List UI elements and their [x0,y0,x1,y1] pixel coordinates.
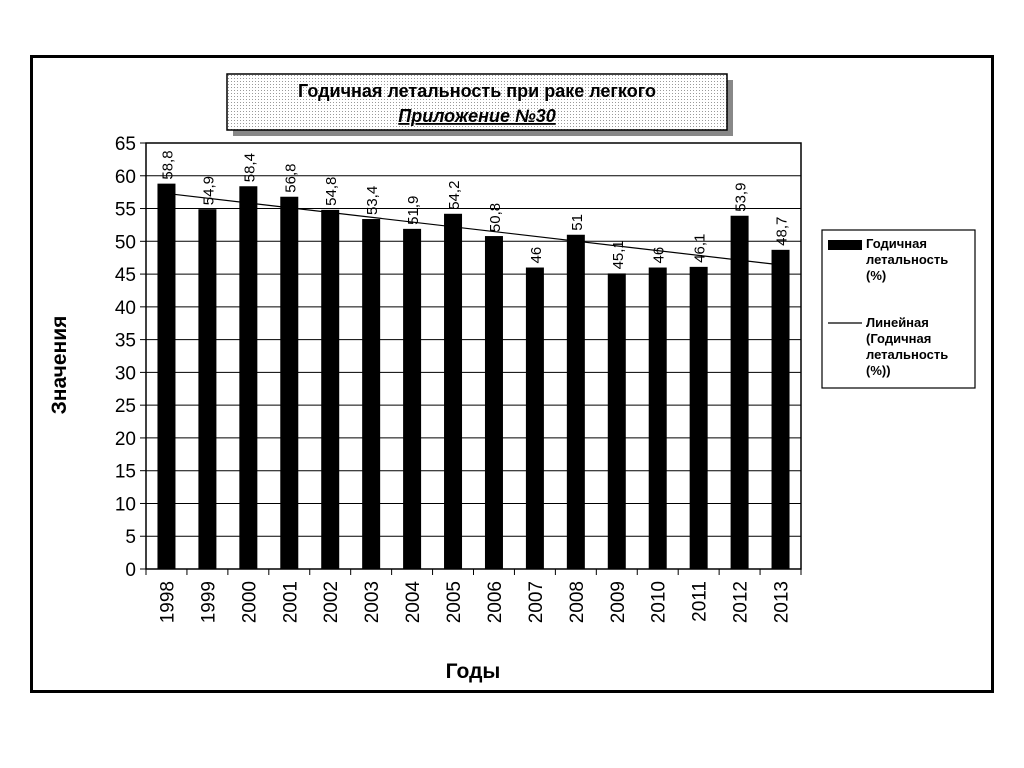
legend-label: летальность [866,347,948,362]
legend-label: (%)) [866,363,891,378]
data-label: 46 [528,247,545,264]
bar [730,215,749,570]
legend-box [821,229,976,389]
y-axis-title: Значения [48,316,71,415]
bar [157,183,176,569]
x-tick-label: 2006 [485,581,506,623]
x-tick-label: 1999 [198,581,219,623]
legend: Годичнаялетальность(%)Линейная(Годичнаял… [821,229,976,389]
y-tick-label: 35 [115,331,136,352]
legend-swatch-bar [828,240,862,250]
bar [239,186,258,570]
title-background [226,73,728,131]
x-tick-label: 2008 [567,581,588,623]
data-label: 50,8 [487,203,504,232]
x-tick-label: 2002 [321,581,342,623]
legend-label: (%) [866,268,886,283]
bar [362,219,381,570]
data-label: 54,2 [446,181,463,210]
bar [689,266,708,569]
x-tick-label: 2010 [649,581,670,623]
data-label: 51,9 [405,196,422,225]
data-label: 56,8 [282,164,299,193]
y-tick-label: 55 [115,200,136,221]
y-tick-label: 0 [125,560,136,581]
y-tick-label: 20 [115,429,136,450]
y-tick-label: 45 [115,265,136,286]
x-tick-label: 2011 [690,581,711,622]
chart-frame [30,55,994,693]
chart-subtitle: Приложение №30 [398,106,555,126]
bar [280,196,299,570]
y-tick-label: 30 [115,363,136,384]
data-label: 53,4 [364,186,381,215]
x-tick-label: 2007 [526,581,547,623]
x-tick-label: 2012 [731,581,752,623]
x-tick-label: 2003 [362,581,383,623]
bar [648,267,667,569]
data-label: 53,9 [733,183,750,212]
legend-label: (Годичная [866,331,931,346]
bar [771,249,790,569]
data-label: 46,1 [692,234,709,263]
x-tick-label: 2001 [280,581,301,623]
x-tick-label: 2004 [403,581,424,624]
data-label: 51 [569,214,586,231]
chart-title: Годичная летальность при раке легкого [298,81,656,101]
y-tick-label: 15 [115,462,136,483]
x-tick-label: 1998 [157,581,178,623]
data-label: 46 [651,247,668,264]
bar [198,209,217,569]
legend-label: летальность [866,252,948,267]
x-axis: 1998 1999 2000 2001 2002 2003 2004 2005 2006 2007… [145,569,802,624]
trendline [166,192,781,266]
data-label: 45,1 [610,240,627,269]
x-axis-title: Годы [446,660,501,683]
bar [321,209,340,569]
data-labels: 58,8 54,9 58,4 56,8 54,8 53,4 51,9 54,2 50,8 46 51… [159,150,790,269]
y-tick-label: 5 [125,527,136,548]
legend-label: Линейная [866,315,929,330]
bar [566,234,585,569]
data-label: 54,8 [323,177,340,206]
bar [444,213,463,569]
x-tick-label: 2009 [608,581,629,623]
legend-label: Годичная [866,236,927,251]
x-tick-label: 2000 [239,581,260,623]
y-tick-label: 50 [115,232,136,253]
data-label: 58,8 [159,150,176,179]
bar [403,228,422,569]
x-tick-label: 2005 [444,581,465,623]
y-tick-label: 40 [115,298,136,319]
data-label: 58,4 [241,153,258,182]
title-box: Годичная летальность при раке легкого Пр… [226,73,733,136]
bar [525,267,544,569]
y-axis: 0 5 10 15 20 25 30 35 40 45 50 55 60 65 [115,134,146,581]
y-tick-label: 25 [115,396,136,417]
bar [484,236,503,569]
data-label: 54,9 [200,176,217,205]
y-tick-label: 10 [115,494,136,515]
y-tick-label: 60 [115,167,136,188]
y-tick-label: 65 [115,134,136,155]
bar-series [157,183,790,570]
x-tick-label: 2013 [772,581,793,623]
bar [607,273,626,569]
data-label: 48,7 [774,217,791,246]
